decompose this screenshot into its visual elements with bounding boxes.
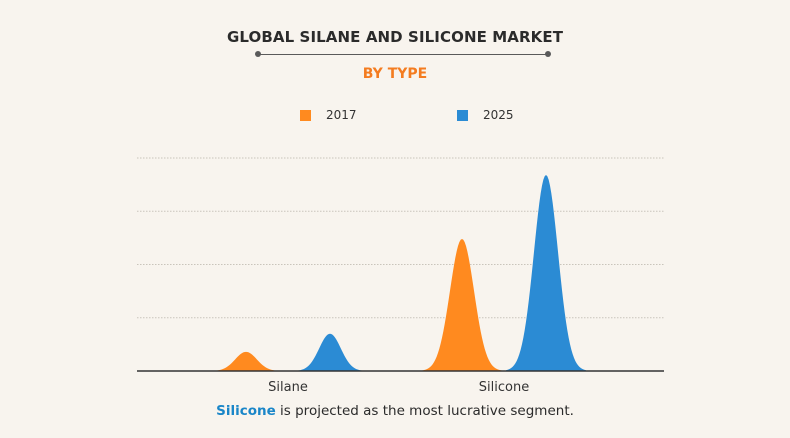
legend-swatch-2017	[300, 109, 311, 121]
legend-label-2025: 2025	[483, 108, 514, 122]
peak-2017-silane	[210, 351, 282, 371]
legend-label-2017: 2017	[326, 108, 357, 122]
x-tick-label-silicone: Silicone	[479, 380, 529, 395]
caption-text: is projected as the most lucrative segme…	[275, 403, 574, 419]
legend-item-2025: 2025	[457, 108, 514, 122]
chart-title: GLOBAL SILANE AND SILICONE MARKET	[226, 28, 564, 46]
peak-2017-silicone	[422, 238, 502, 371]
underline-left-dot	[255, 51, 261, 57]
x-tick-label-silane: Silane	[268, 380, 308, 395]
legend-item-2017: 2017	[300, 108, 357, 122]
underline-right-dot	[545, 51, 551, 57]
caption-highlight: Silicone	[216, 403, 276, 419]
chart-subtitle: BY TYPE	[362, 66, 428, 82]
peak-2025-silicone	[506, 175, 586, 371]
title-underline	[258, 54, 548, 55]
legend-swatch-2025	[457, 109, 468, 121]
peak-2025-silane	[294, 333, 366, 371]
caption: Silicone is projected as the most lucrat…	[0, 403, 790, 419]
